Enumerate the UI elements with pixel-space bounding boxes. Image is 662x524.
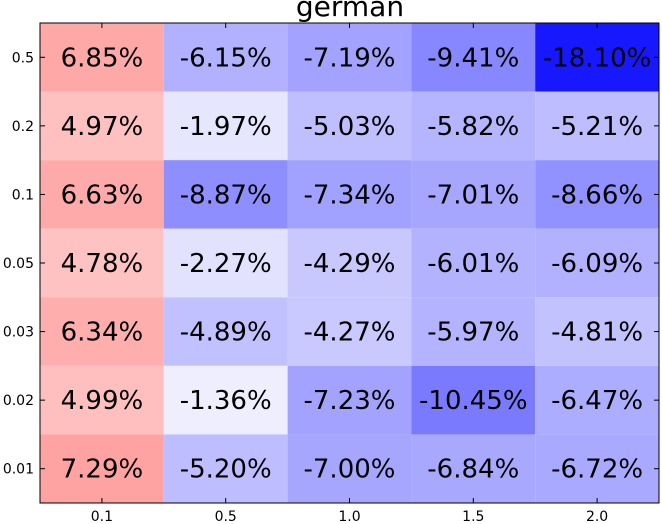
heatmap-cell xyxy=(411,434,536,503)
cell-value-label: -4.89% xyxy=(180,318,272,348)
cell-value-label: -4.29% xyxy=(304,249,396,279)
heatmap-cell xyxy=(163,434,288,503)
heatmap-cell xyxy=(287,434,412,503)
heatmap-cell xyxy=(535,160,659,229)
cell-value-label: -7.34% xyxy=(304,180,396,210)
y-tick-label: 0.5 xyxy=(12,50,34,66)
y-tick-label: 0.1 xyxy=(12,187,34,203)
heatmap-cell xyxy=(40,91,164,161)
cell-value-label: -5.20% xyxy=(180,455,272,485)
cell-value-label: -6.15% xyxy=(180,43,272,73)
heatmap-cell xyxy=(287,23,412,92)
cell-value-label: -1.36% xyxy=(180,386,272,416)
cell-value-label: -7.23% xyxy=(304,386,396,416)
cell-value-label: -7.19% xyxy=(304,43,396,73)
cell-value-label: -10.45% xyxy=(419,386,528,416)
heatmap-cell xyxy=(287,365,412,435)
x-tick-label: 0.5 xyxy=(215,509,237,524)
heatmap-cell xyxy=(40,365,164,435)
heatmap-cell xyxy=(163,160,288,229)
x-axis-ticks: 0.1 0.5 1.0 1.5 2.0 xyxy=(91,23,608,524)
heatmap-cell xyxy=(163,91,288,161)
y-tick-label: 0.03 xyxy=(3,325,34,341)
cell-value-label: -6.72% xyxy=(551,455,643,485)
cell-value-label: -5.97% xyxy=(427,318,519,348)
cell-value-label: -7.00% xyxy=(304,455,396,485)
heatmap-cell xyxy=(411,23,536,92)
x-tick-label: 2.0 xyxy=(586,509,608,524)
cell-value-label: -5.03% xyxy=(304,112,396,142)
cell-value-label: -9.41% xyxy=(427,43,519,73)
cell-value-label: 4.97% xyxy=(61,112,144,142)
heatmap-cell xyxy=(287,160,412,229)
cell-value-label: -4.27% xyxy=(304,318,396,348)
heatmap-cell xyxy=(40,160,164,229)
cell-value-label: -1.97% xyxy=(180,112,272,142)
heatmap-cell xyxy=(40,228,164,298)
cell-value-label: 6.34% xyxy=(61,318,144,348)
cell-value-label: -5.21% xyxy=(551,112,643,142)
heatmap-cell xyxy=(163,23,288,92)
heatmap-cell xyxy=(287,228,412,298)
heatmap-cell xyxy=(40,297,164,366)
cell-value-label: 4.78% xyxy=(61,249,144,279)
cell-value-label: 6.85% xyxy=(61,43,144,73)
cell-value-label: -2.27% xyxy=(180,249,272,279)
heatmap-cell xyxy=(411,228,536,298)
cell-value-label: -7.01% xyxy=(427,180,519,210)
heatmap-cell xyxy=(535,91,659,161)
cell-value-label: -18.10% xyxy=(543,43,652,73)
cell-value-label: -8.87% xyxy=(180,180,272,210)
cell-value-label: -6.47% xyxy=(551,386,643,416)
heatmap-cell xyxy=(411,297,536,366)
heatmap-cell xyxy=(287,297,412,366)
heatmap-cell xyxy=(535,434,659,503)
heatmap-cell xyxy=(163,365,288,435)
heatmap-cell xyxy=(163,297,288,366)
heatmap-cell xyxy=(535,297,659,366)
y-tick-label: 0.2 xyxy=(12,119,34,135)
heatmap-cell xyxy=(163,228,288,298)
cell-value-label: -4.81% xyxy=(551,318,643,348)
cell-value-label: -6.09% xyxy=(551,249,643,279)
heatmap-cell xyxy=(535,23,659,92)
heatmap-cell xyxy=(411,160,536,229)
x-tick-label: 1.5 xyxy=(462,509,484,524)
y-tick-label: 0.02 xyxy=(3,393,34,409)
cell-value-label: -8.66% xyxy=(551,180,643,210)
heatmap-cell xyxy=(535,365,659,435)
heatmap-cell xyxy=(411,91,536,161)
heatmap-cell xyxy=(40,434,164,503)
cell-value-label: -6.01% xyxy=(427,249,519,279)
y-axis-ticks: 0.5 0.2 0.1 0.05 0.03 0.02 0.01 xyxy=(3,50,659,478)
x-tick-label: 1.0 xyxy=(338,509,360,524)
heatmap-cell-labels: 6.85% -6.15% -7.19% -9.41% -18.10% 4.97% -1.97… xyxy=(61,43,652,484)
cell-value-label: -6.84% xyxy=(427,455,519,485)
cell-value-label: 6.63% xyxy=(61,180,144,210)
cell-value-label: 7.29% xyxy=(61,455,144,485)
heatmap-cell xyxy=(535,228,659,298)
cell-value-label: 4.99% xyxy=(61,386,144,416)
heatmap-cells xyxy=(40,23,659,503)
chart-title: german xyxy=(296,0,404,23)
y-tick-label: 0.05 xyxy=(3,256,34,272)
heatmap-cell xyxy=(411,365,536,435)
x-tick-label: 0.1 xyxy=(91,509,113,524)
cell-value-label: -5.82% xyxy=(427,112,519,142)
heatmap-cell xyxy=(40,23,164,92)
heatmap-cell xyxy=(287,91,412,161)
y-tick-label: 0.01 xyxy=(3,462,34,478)
